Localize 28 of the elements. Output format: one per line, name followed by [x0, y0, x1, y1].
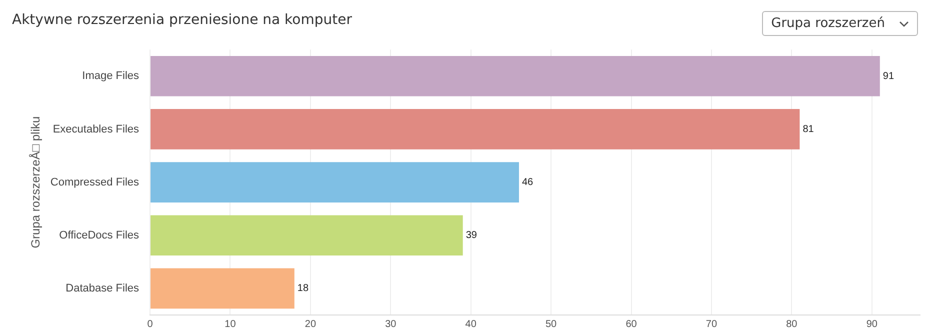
x-tick-label: 0 [147, 318, 154, 330]
x-tick-label: 30 [385, 318, 397, 330]
x-tick-label: 50 [546, 318, 558, 330]
bar [150, 215, 463, 256]
chart-title: Aktywne rozszerzenia przeniesione na komputer [12, 12, 352, 28]
y-tick-label: Executables Files [52, 123, 140, 136]
x-tick-label: 20 [304, 318, 316, 330]
x-tick-label: 70 [706, 318, 718, 330]
data-label: 81 [802, 124, 814, 135]
x-tick-label: 90 [866, 318, 878, 330]
x-tick-label: 10 [224, 318, 236, 330]
bar [150, 109, 800, 150]
x-tick-label: 60 [626, 318, 638, 330]
data-label: 91 [882, 70, 894, 82]
y-tick-label: OfficeDocs Files [59, 229, 140, 242]
data-label: 46 [522, 177, 534, 188]
bar [150, 162, 519, 202]
dropdown-field: Grupa rozszerzeń [762, 11, 918, 36]
y-tick-label: Database Files [66, 282, 140, 294]
x-tick-label: 80 [786, 318, 798, 330]
y-tick-label: Image Files [82, 70, 140, 82]
bar [150, 56, 880, 96]
data-label: 39 [466, 230, 478, 242]
y-axis-title: Grupa rozszerzeÅ□ pliku [28, 116, 43, 248]
data-label: 18 [297, 283, 309, 294]
bar [150, 268, 294, 309]
x-tick-label: 40 [465, 318, 477, 330]
y-tick-label: Compressed Files [50, 176, 140, 188]
